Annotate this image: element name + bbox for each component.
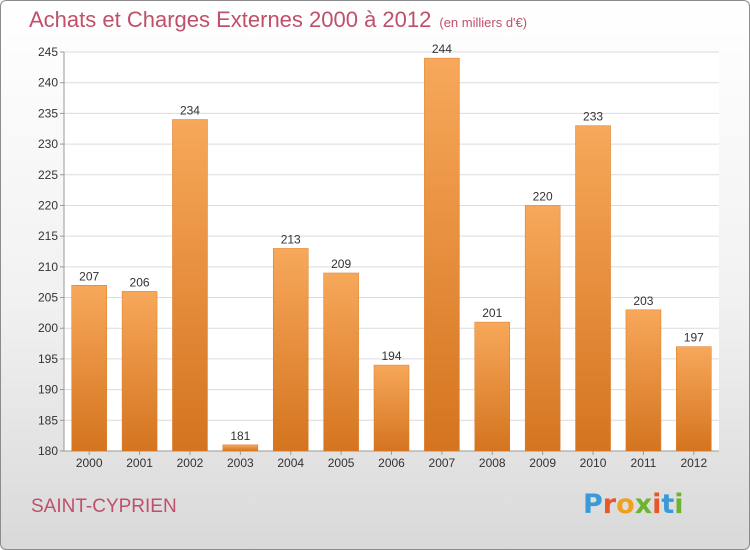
x-tick-label: 2009 (529, 456, 556, 470)
x-tick-label: 2006 (378, 456, 405, 470)
bar (424, 57, 460, 452)
chart-title-line: Achats et Charges Externes 2000 à 2012 (e… (29, 7, 527, 33)
data-label: 197 (684, 331, 704, 345)
y-tick-label: 225 (38, 168, 58, 182)
logo-letter: x (634, 489, 653, 520)
y-tick-label: 215 (38, 229, 58, 243)
x-tick-label: 2011 (631, 456, 657, 470)
bar (373, 364, 410, 452)
location-label: SAINT-CYPRIEN (31, 496, 177, 517)
y-tick-label: 235 (38, 106, 58, 120)
data-label: 203 (633, 294, 653, 308)
data-label: 206 (130, 275, 150, 289)
bar (71, 285, 107, 452)
bar (676, 346, 712, 452)
y-tick-label: 185 (38, 413, 58, 427)
x-tick-label: 2008 (479, 456, 506, 470)
y-tick-label: 220 (38, 198, 58, 212)
data-label: 207 (79, 269, 99, 283)
logo-letter: i (652, 489, 662, 520)
x-tick-label: 2007 (429, 456, 456, 470)
data-label: 220 (533, 189, 553, 203)
chart-title: Achats et Charges Externes 2000 à 2012 (29, 7, 432, 32)
y-tick-label: 240 (38, 76, 58, 90)
x-tick-label: 2001 (126, 456, 153, 470)
data-label: 181 (230, 429, 250, 443)
data-label: 201 (482, 306, 502, 320)
y-tick-label: 200 (38, 321, 58, 335)
x-tick-label: 2000 (76, 456, 103, 470)
data-label: 213 (281, 232, 301, 246)
x-tick-label: 2002 (177, 456, 204, 470)
y-tick-label: 245 (38, 45, 58, 59)
logo-letter: P (583, 489, 603, 520)
bar (272, 248, 309, 452)
x-tick-label: 2010 (580, 456, 607, 470)
x-tick-label: 2005 (328, 456, 355, 470)
x-tick-label: 2004 (277, 456, 304, 470)
bar (524, 205, 561, 452)
bar (625, 309, 662, 452)
y-tick-label: 180 (38, 444, 58, 458)
y-tick-label: 205 (38, 291, 58, 305)
bar (474, 321, 511, 452)
y-tick-label: 195 (38, 352, 58, 366)
data-label: 209 (331, 257, 351, 271)
logo-letter: r (602, 489, 617, 520)
logo-letter: o (616, 489, 635, 520)
bar (121, 291, 158, 452)
data-label: 233 (583, 110, 603, 124)
x-tick-label: 2003 (227, 456, 254, 470)
y-tick-label: 210 (38, 260, 58, 274)
data-label: 194 (381, 349, 401, 363)
logo-letter: t (661, 489, 675, 520)
bar (575, 125, 611, 452)
y-tick-label: 190 (38, 383, 58, 397)
bar (172, 119, 208, 452)
logo-letter: i (674, 489, 684, 520)
data-label: 244 (432, 42, 452, 56)
y-tick-label: 230 (38, 137, 58, 151)
proxiti-logo: Proxiti (583, 489, 684, 520)
data-label: 234 (180, 104, 200, 118)
bar (222, 444, 259, 452)
chart-subtitle: (en milliers d'€) (439, 15, 528, 30)
x-tick-label: 2012 (680, 456, 707, 470)
bar (323, 272, 359, 452)
